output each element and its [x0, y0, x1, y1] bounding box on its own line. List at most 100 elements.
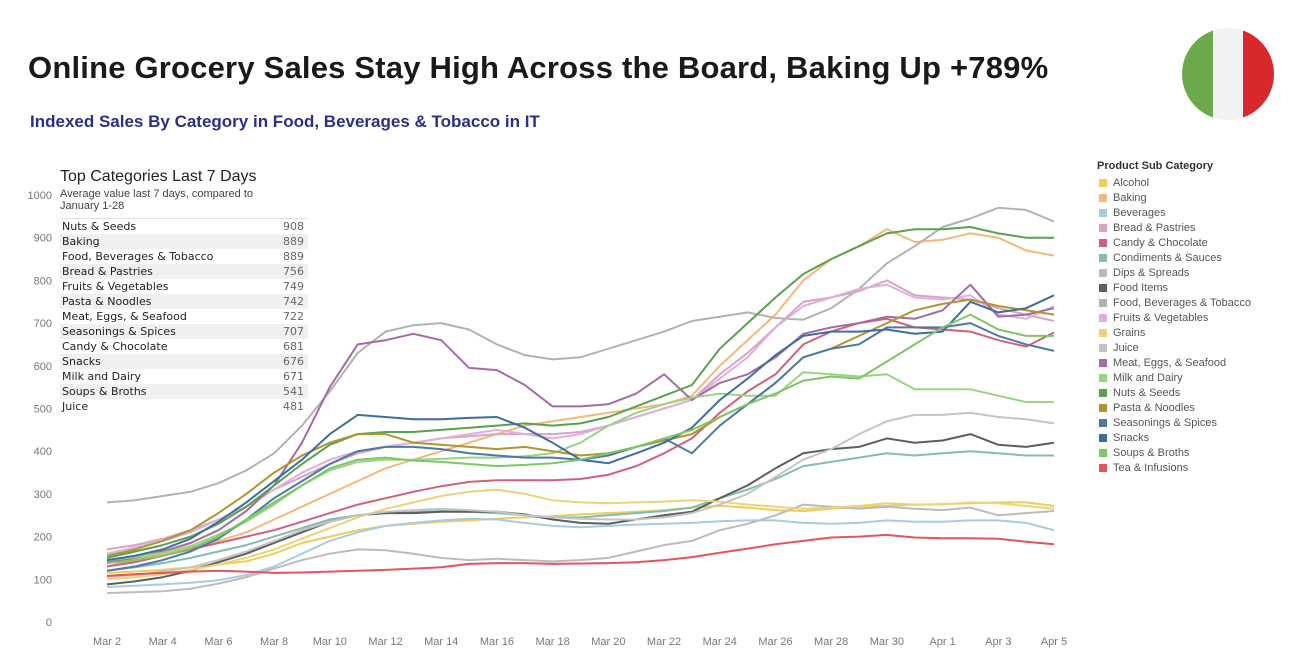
legend-label: Meat, Eggs, & Seafood [1113, 356, 1227, 369]
series-line-fruits-vegetables[interactable] [106, 283, 1055, 555]
legend-swatch [1099, 253, 1107, 262]
legend-label: Bread & Pastries [1113, 221, 1196, 234]
top-category-value: 889 [283, 250, 304, 263]
legend-item[interactable]: Fruits & Vegetables [1097, 310, 1251, 325]
series-line-soups-broths[interactable] [106, 313, 1054, 565]
top-category-name: Nuts & Seeds [62, 220, 137, 233]
series-line-juice[interactable] [106, 411, 1055, 579]
series-line-meat-eggs-seafood[interactable] [106, 283, 1055, 564]
series-line-nuts-seeds[interactable] [106, 226, 1054, 559]
top-category-row: Bread & Pastries 756 [60, 264, 308, 279]
legend-item[interactable]: Tea & Infusions [1097, 460, 1251, 475]
series-line-baking[interactable] [106, 228, 1055, 568]
y-tick-label: 300 [34, 489, 52, 501]
x-tick-label: Mar 2 [93, 636, 121, 648]
legend-swatch [1099, 298, 1107, 307]
series-line-condiments-sauces[interactable] [106, 450, 1054, 572]
y-tick-label: 0 [46, 617, 52, 629]
legend-swatch [1099, 403, 1107, 412]
legend-label: Candy & Chocolate [1113, 236, 1208, 249]
legend-item[interactable]: Condiments & Sauces [1097, 250, 1251, 265]
top-category-name: Snacks [62, 355, 101, 368]
series-line-food-items[interactable] [106, 433, 1055, 586]
flag-stripe-red [1243, 28, 1274, 120]
legend-label: Milk and Dairy [1113, 371, 1183, 384]
legend-label: Dips & Spreads [1113, 266, 1190, 279]
top-category-name: Pasta & Noodles [62, 295, 152, 308]
series-line-candy-chocolate[interactable] [106, 317, 1055, 568]
legend-label: Grains [1113, 326, 1146, 339]
legend-item[interactable]: Milk and Dairy [1097, 370, 1251, 385]
legend-item[interactable]: Candy & Chocolate [1097, 235, 1251, 250]
legend-item[interactable]: Pasta & Noodles [1097, 400, 1251, 415]
legend-item[interactable]: Meat, Eggs, & Seafood [1097, 355, 1251, 370]
top-categories-panel: Top Categories Last 7 Days Average value… [60, 168, 308, 414]
series-line-tea-infusions[interactable] [106, 533, 1055, 577]
legend-title: Product Sub Category [1097, 160, 1214, 172]
top-category-value: 722 [283, 310, 304, 323]
legend-swatch [1099, 238, 1107, 247]
x-tick-label: Mar 28 [814, 636, 848, 648]
top-category-value: 541 [283, 385, 304, 398]
top-category-value: 908 [283, 220, 304, 233]
top-category-row: Food, Beverages & Tobacco 889 [60, 249, 308, 264]
legend-item[interactable]: Food Items [1097, 280, 1251, 295]
legend-label: Seasonings & Spices [1113, 416, 1217, 429]
legend-item[interactable]: Soups & Broths [1097, 445, 1251, 460]
italy-flag-icon [1182, 28, 1274, 120]
top-category-row: Milk and Dairy 671 [60, 369, 308, 384]
x-tick-label: Mar 26 [758, 636, 792, 648]
top-category-name: Seasonings & Spices [62, 325, 176, 338]
legend-item[interactable]: Food, Beverages & Tobacco [1097, 295, 1251, 310]
legend-swatch [1099, 193, 1107, 202]
series-line-grains[interactable] [106, 488, 1055, 581]
top-category-row: Fruits & Vegetables 749 [60, 279, 308, 294]
legend-item[interactable]: Beverages [1097, 205, 1251, 220]
series-line-pasta-noodles[interactable] [106, 298, 1055, 557]
top-category-value: 742 [283, 295, 304, 308]
legend-item[interactable]: Snacks [1097, 430, 1251, 445]
legend-label: Condiments & Sauces [1113, 251, 1222, 264]
y-tick-label: 1000 [28, 190, 52, 202]
series-line-beverages[interactable] [106, 517, 1055, 588]
legend-item[interactable]: Seasonings & Spices [1097, 415, 1251, 430]
top-category-row: Pasta & Noodles 742 [60, 294, 308, 309]
legend-label: Pasta & Noodles [1113, 401, 1195, 414]
legend-label: Food, Beverages & Tobacco [1113, 296, 1251, 309]
page-title: Online Grocery Sales Stay High Across th… [28, 50, 1049, 85]
legend-label: Food Items [1113, 281, 1169, 294]
legend-item[interactable]: Juice [1097, 340, 1251, 355]
top-category-row: Soups & Broths 541 [60, 384, 308, 399]
x-tick-label: Mar 8 [260, 636, 288, 648]
legend-swatch [1099, 223, 1107, 232]
legend-label: Soups & Broths [1113, 446, 1190, 459]
legend-item[interactable]: Grains [1097, 325, 1251, 340]
legend-swatch [1099, 358, 1107, 367]
top-category-row: Snacks 676 [60, 354, 308, 369]
top-category-name: Fruits & Vegetables [62, 280, 169, 293]
legend-item[interactable]: Bread & Pastries [1097, 220, 1251, 235]
series-line-milk-and-dairy[interactable] [106, 371, 1054, 562]
legend-item[interactable]: Alcohol [1097, 175, 1251, 190]
y-tick-label: 900 [34, 233, 52, 245]
top-category-name: Juice [62, 400, 89, 413]
legend-item[interactable]: Nuts & Seeds [1097, 385, 1251, 400]
legend-label: Juice [1113, 341, 1139, 354]
legend-label: Beverages [1113, 206, 1166, 219]
x-tick-label: Mar 18 [536, 636, 570, 648]
legend-label: Baking [1113, 191, 1147, 204]
top-categories-description: Average value last 7 days, compared to J… [60, 188, 254, 212]
flag-stripe-white [1212, 28, 1244, 120]
legend-swatch [1099, 373, 1107, 382]
legend-swatch [1099, 268, 1107, 277]
x-tick-label: Mar 16 [480, 636, 514, 648]
top-category-name: Milk and Dairy [62, 370, 141, 383]
series-line-food-beverages-tobacco[interactable] [106, 206, 1055, 504]
legend-swatch [1099, 283, 1107, 292]
top-category-row: Meat, Eggs, & Seafood 722 [60, 309, 308, 324]
legend-item[interactable]: Dips & Spreads [1097, 265, 1251, 280]
chart-subtitle: Indexed Sales By Category in Food, Bever… [30, 112, 540, 131]
legend-item[interactable]: Baking [1097, 190, 1251, 205]
series-line-alcohol[interactable] [106, 501, 1055, 574]
top-category-value: 749 [283, 280, 304, 293]
